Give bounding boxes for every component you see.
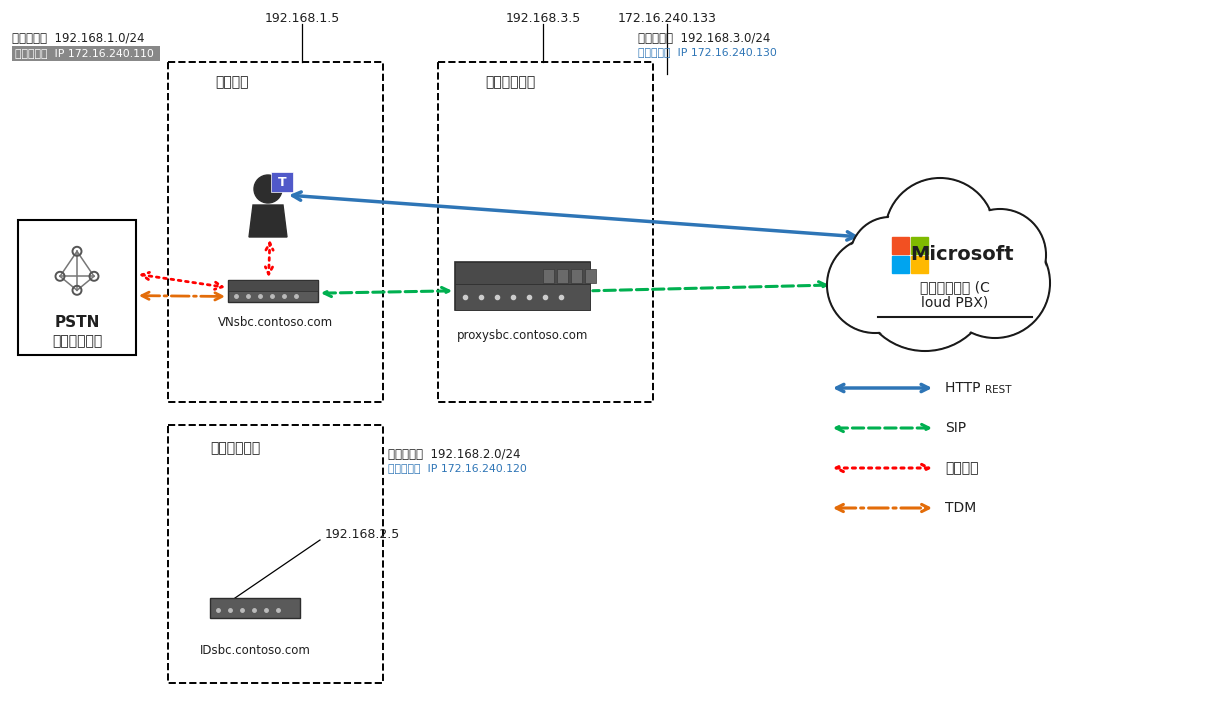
Bar [911,237,928,254]
Bar [438,62,653,402]
Bar [542,269,553,283]
Text: REST: REST [985,385,1012,395]
Circle shape [940,228,1049,338]
Circle shape [857,215,993,351]
Circle shape [851,218,929,296]
Bar [210,598,300,618]
Bar [911,256,928,273]
Text: サブネット  192.168.1.0/24: サブネット 192.168.1.0/24 [12,31,145,45]
Bar [455,262,590,284]
Text: HTTP: HTTP [945,381,985,395]
Circle shape [886,179,993,287]
Text: 信頼できる  IP 172.16.240.130: 信頼できる IP 172.16.240.130 [638,47,777,57]
Text: ネットワーク: ネットワーク [52,334,102,348]
Circle shape [254,175,282,203]
Circle shape [858,217,991,350]
Text: SIP: SIP [945,421,967,435]
Text: 172.16.240.133: 172.16.240.133 [618,11,716,24]
Bar [229,280,319,302]
Bar [455,262,590,310]
Text: メディア: メディア [945,461,979,475]
Circle shape [827,237,923,333]
Text: 信頼できる  IP 172.16.240.110: 信頼できる IP 172.16.240.110 [15,48,154,58]
Circle shape [955,209,1046,301]
Text: シンガポール: シンガポール [485,75,535,89]
Text: インドネシア: インドネシア [210,441,260,455]
Bar [585,269,596,283]
Polygon shape [249,205,287,237]
Bar [455,284,590,310]
Text: サブネット  192.168.2.0/24: サブネット 192.168.2.0/24 [388,449,520,461]
Text: IDsbc.contoso.com: IDsbc.contoso.com [199,643,310,656]
Circle shape [850,217,930,297]
Bar [570,269,581,283]
Circle shape [941,230,1048,336]
Text: 192.168.3.5: 192.168.3.5 [506,11,580,24]
Circle shape [956,210,1045,299]
Bar [18,220,136,355]
Text: 192.168.2.5: 192.168.2.5 [325,528,400,542]
Text: TDM: TDM [945,501,976,515]
Circle shape [828,238,922,331]
Text: 192.168.1.5: 192.168.1.5 [264,11,339,24]
Text: 信頼できる  IP 172.16.240.120: 信頼できる IP 172.16.240.120 [388,463,527,473]
Bar [168,425,383,683]
Text: Microsoft: Microsoft [911,245,1014,264]
Circle shape [885,178,995,288]
Bar [893,256,910,273]
Text: PSTN: PSTN [55,315,100,330]
Text: 電話システム (C: 電話システム (C [921,280,990,294]
Text: T: T [277,176,286,188]
Text: VNsbc.contoso.com: VNsbc.contoso.com [218,316,332,328]
Bar [229,280,319,291]
Bar [893,237,910,254]
Text: サブネット  192.168.3.0/24: サブネット 192.168.3.0/24 [638,31,771,45]
Bar [168,62,383,402]
FancyBboxPatch shape [12,46,161,61]
FancyBboxPatch shape [271,172,293,192]
Bar [557,269,568,283]
Text: ベトナム: ベトナム [215,75,249,89]
Text: proxysbc.contoso.com: proxysbc.contoso.com [457,328,589,341]
Text: loud PBX): loud PBX) [922,296,989,310]
